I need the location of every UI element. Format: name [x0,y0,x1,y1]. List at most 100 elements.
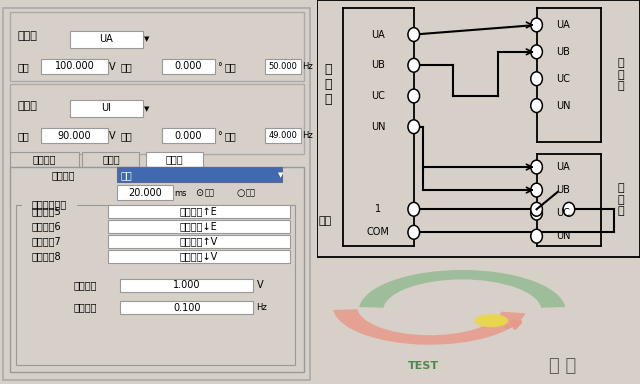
Text: 电压步长: 电压步长 [74,280,97,290]
Circle shape [531,206,542,220]
FancyBboxPatch shape [3,8,310,380]
Text: V: V [109,62,116,72]
FancyBboxPatch shape [120,301,253,314]
Text: 50.000: 50.000 [268,62,297,71]
Text: 幅值: 幅值 [17,62,29,72]
Wedge shape [333,309,525,345]
Text: V: V [109,131,116,141]
FancyBboxPatch shape [16,205,294,365]
Text: 开入接点8: 开入接点8 [32,251,61,261]
Circle shape [531,72,542,86]
Text: 增频接点↑E: 增频接点↑E [180,207,218,217]
Circle shape [531,229,542,243]
Text: 0.000: 0.000 [175,131,202,141]
Text: 90.000: 90.000 [58,131,92,141]
Text: Hz: Hz [257,303,268,312]
Circle shape [474,314,508,327]
Text: 频率: 频率 [225,131,237,141]
Text: 常闭: 常闭 [246,189,255,198]
FancyBboxPatch shape [146,152,203,167]
Text: ms: ms [174,189,187,198]
Text: 测试项目: 测试项目 [33,154,56,164]
Circle shape [531,160,542,174]
FancyBboxPatch shape [117,167,282,182]
FancyBboxPatch shape [108,235,290,248]
FancyBboxPatch shape [10,152,79,167]
Text: TEST: TEST [408,361,439,371]
FancyBboxPatch shape [161,59,216,74]
Circle shape [531,18,542,32]
Text: 抖动延时: 抖动延时 [52,188,75,198]
Text: UN: UN [556,231,570,241]
Text: 相位: 相位 [120,131,132,141]
Text: 1: 1 [375,204,381,214]
Text: UI: UI [101,103,111,114]
Text: 100.000: 100.000 [54,61,94,71]
Text: 0.100: 0.100 [173,303,201,313]
Circle shape [408,225,420,239]
Text: UC: UC [556,208,570,218]
Text: ▼: ▼ [278,172,283,178]
Text: 开入接点6: 开入接点6 [32,221,61,231]
FancyBboxPatch shape [70,100,143,117]
FancyBboxPatch shape [108,250,290,263]
Text: ⊙: ⊙ [195,188,203,198]
Text: 减频接点↓E: 减频接点↓E [180,222,218,232]
Text: V: V [257,280,263,290]
Text: 0.000: 0.000 [175,61,202,71]
Text: 相位: 相位 [120,62,132,72]
Circle shape [408,89,420,103]
Wedge shape [359,270,565,308]
Text: ○: ○ [236,188,244,198]
Text: UN: UN [556,101,570,111]
Text: UB: UB [556,47,570,57]
FancyBboxPatch shape [161,128,216,143]
Text: COM: COM [367,227,390,237]
FancyBboxPatch shape [10,84,304,154]
Circle shape [531,183,542,197]
FancyBboxPatch shape [120,279,253,292]
Circle shape [531,202,542,216]
Circle shape [408,120,420,134]
Text: UB: UB [371,60,385,70]
Text: 系
统
侧: 系 统 侧 [618,58,624,91]
Text: 待
并
侧: 待 并 侧 [618,183,624,216]
FancyBboxPatch shape [108,220,290,233]
FancyBboxPatch shape [108,205,290,218]
Circle shape [408,202,420,216]
Text: 20.000: 20.000 [128,188,162,198]
FancyBboxPatch shape [10,12,304,81]
FancyBboxPatch shape [83,152,140,167]
Text: 开入: 开入 [318,216,332,226]
Circle shape [563,202,575,216]
Text: UA: UA [99,34,113,45]
Text: 常开: 常开 [204,189,214,198]
Text: ▼: ▼ [144,36,150,43]
Circle shape [531,45,542,59]
Text: °: ° [217,62,221,72]
Text: UA: UA [556,20,570,30]
Text: 开关量: 开关量 [102,154,120,164]
Text: 频率步长: 频率步长 [74,302,97,312]
Text: UA: UA [371,30,385,40]
Text: 自动调整试验: 自动调整试验 [32,199,67,209]
Text: 幅值: 幅值 [17,131,29,141]
FancyBboxPatch shape [41,128,108,143]
Circle shape [408,28,420,41]
FancyBboxPatch shape [70,31,143,48]
FancyBboxPatch shape [117,185,173,200]
FancyBboxPatch shape [264,59,301,74]
Text: 接点: 接点 [120,170,132,180]
Text: UN: UN [371,122,385,132]
Text: ▼: ▼ [144,106,150,112]
Text: 增压接点↑V: 增压接点↑V [180,237,218,247]
Text: 开入接点7: 开入接点7 [32,236,61,246]
Text: UA: UA [556,162,570,172]
Text: 拓 普: 拓 普 [549,357,576,375]
Text: °: ° [217,131,221,141]
Text: 频率: 频率 [225,62,237,72]
Text: Hz: Hz [302,131,313,141]
Text: 1.000: 1.000 [173,280,201,290]
Text: 待并侧: 待并侧 [17,101,37,111]
Text: Hz: Hz [302,62,313,71]
